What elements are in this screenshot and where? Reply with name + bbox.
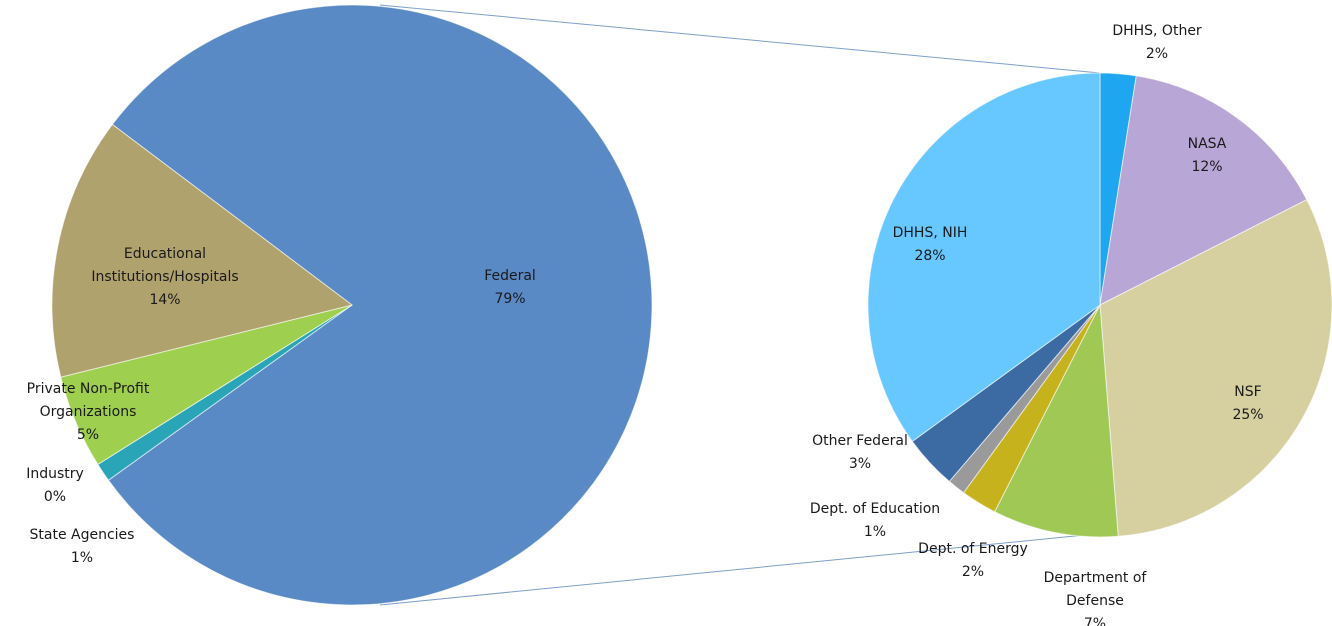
category-label: Dept. of Education	[809, 501, 941, 517]
slice-label: NSF 25%	[1208, 381, 1288, 427]
slice-label: DHHS, Other 2%	[1097, 20, 1217, 66]
connector-line	[379, 4, 1101, 74]
value-label: 14%	[149, 292, 181, 308]
slice-label: Educational Institutions/Hospitals 14%	[65, 243, 265, 312]
value-label: 1%	[863, 524, 887, 540]
connector-line	[379, 531, 1116, 606]
category-label: Department of Defense	[1043, 570, 1147, 609]
slice-label: Dept. of Education 1%	[795, 498, 955, 544]
category-label: DHHS, NIH	[892, 225, 968, 241]
value-label: 25%	[1232, 407, 1264, 423]
value-label: 28%	[914, 248, 946, 264]
category-label: Other Federal	[812, 433, 908, 449]
value-label: 0%	[43, 489, 67, 505]
slice-label: Industry 0%	[5, 463, 105, 509]
category-label: NASA	[1187, 136, 1227, 152]
slice-label: Private Non-Profit Organizations 5%	[8, 378, 168, 447]
category-label: NSF	[1234, 384, 1262, 400]
category-label: Industry	[26, 466, 84, 482]
category-label: Federal	[484, 268, 536, 284]
slice-label: State Agencies 1%	[12, 524, 152, 570]
slice-label: Dept. of Energy 2%	[903, 538, 1043, 584]
pie-slice	[1099, 75, 1308, 306]
pie-slice	[107, 4, 653, 606]
category-label: Dept. of Energy	[918, 541, 1028, 557]
value-label: 79%	[494, 291, 526, 307]
pie-slice	[994, 303, 1119, 538]
slice-label: Department of Defense 7%	[1040, 567, 1150, 626]
category-label: Private Non-Profit Organizations	[26, 381, 150, 420]
pie-slice	[867, 72, 1101, 443]
slice-label: Federal 79%	[450, 265, 570, 311]
pie-slice	[51, 123, 354, 378]
value-label: 7%	[1083, 616, 1107, 626]
slice-label: Other Federal 3%	[790, 430, 930, 476]
slice-label: NASA 12%	[1157, 133, 1257, 179]
category-label: State Agencies	[29, 527, 135, 543]
category-label: Educational Institutions/Hospitals	[91, 246, 239, 285]
category-label: DHHS, Other	[1112, 23, 1202, 39]
pie-slice	[1099, 199, 1332, 537]
value-label: 12%	[1191, 159, 1223, 175]
value-label: 2%	[1145, 46, 1169, 62]
slice-label: DHHS, NIH 28%	[875, 222, 985, 268]
value-label: 2%	[961, 564, 985, 580]
value-label: 3%	[848, 456, 872, 472]
value-label: 5%	[76, 427, 100, 443]
value-label: 1%	[70, 550, 94, 566]
